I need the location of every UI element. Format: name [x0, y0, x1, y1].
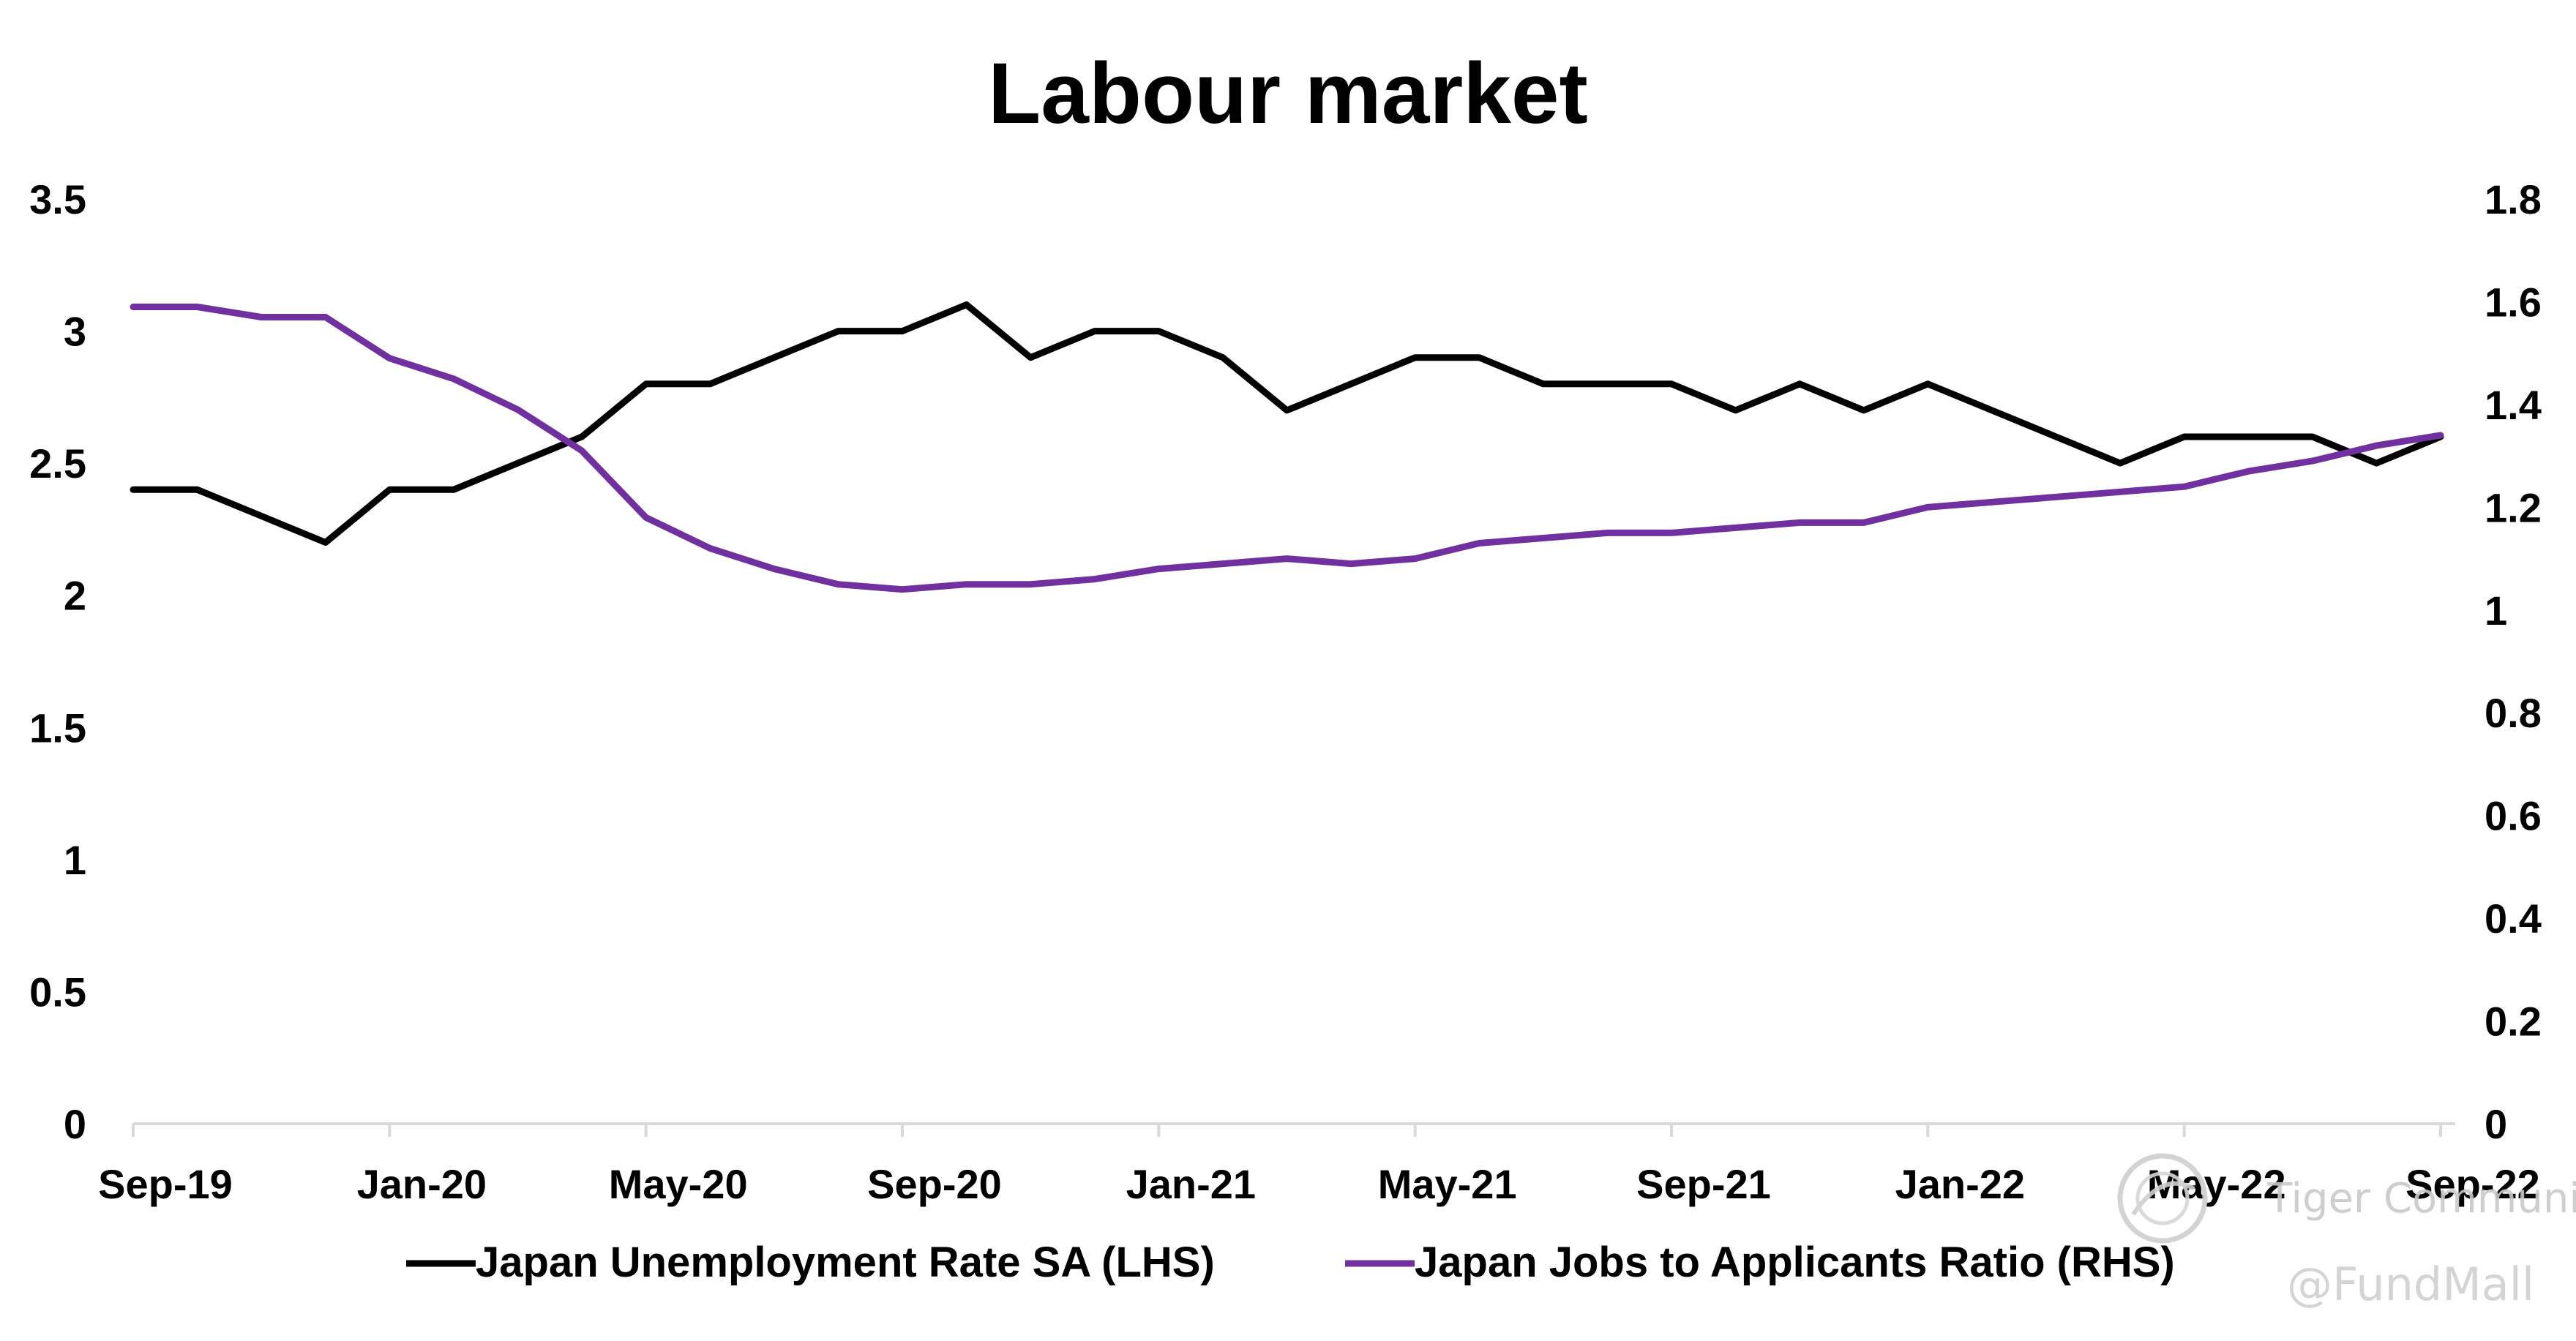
x-tick-label: Sep-21 [1636, 1161, 1771, 1207]
legend-label: Japan Unemployment Rate SA (LHS) [476, 1239, 1215, 1286]
x-tick-label: Jan-20 [357, 1161, 487, 1207]
x-tick-label: Sep-22 [2405, 1161, 2540, 1207]
y-right-tick-label: 1.8 [2485, 176, 2542, 222]
series-line-jobs-to-applicants [130, 304, 2444, 593]
x-tick-label: Sep-19 [98, 1161, 233, 1207]
x-tick-label: Jan-22 [1895, 1161, 2025, 1207]
watermark: Tiger Community @FundMall [2117, 1153, 2576, 1311]
series-line-unemployment-rate [130, 301, 2444, 546]
x-tick-label: Jan-21 [1126, 1161, 1256, 1207]
y-right-tick-label: 0 [2485, 1101, 2507, 1147]
tiger-logo-icon [2117, 1153, 2208, 1244]
legend: Japan Unemployment Rate SA (LHS) Japan Jo… [406, 1239, 2175, 1286]
watermark-handle: @FundMall [2287, 1258, 2534, 1311]
y-left-tick-label: 2.5 [29, 440, 86, 487]
watermark-brand: Tiger Community [2266, 1175, 2576, 1222]
x-tick-label: May-21 [1378, 1161, 1517, 1207]
y-right-tick-label: 0.4 [2485, 895, 2542, 942]
y-left-tick-label: 0 [64, 1101, 86, 1147]
y-right-tick-label: 0.8 [2485, 690, 2542, 736]
y-right-tick-label: 1.4 [2485, 382, 2542, 428]
y-right-tick-label: 1.2 [2485, 484, 2542, 530]
x-tick-label: May-20 [609, 1161, 748, 1207]
y-right-tick-label: 0.6 [2485, 793, 2542, 839]
y-right-tick-label: 1 [2485, 587, 2507, 634]
y-right-tick-label: 0.2 [2485, 999, 2542, 1045]
x-axis: Sep-19 Jan-20 May-20 Sep-20 Jan-21 May-21 Sep-… [98, 1122, 2540, 1207]
y-left-tick-label: 0.5 [29, 969, 86, 1015]
x-tick-label: Sep-20 [867, 1161, 1002, 1207]
y-left-tick-label: 2 [64, 573, 86, 619]
series-layer [130, 301, 2444, 593]
y-axis-right: 0 0.2 0.4 0.6 0.8 1 1.2 1.4 1.6 1.8 [2485, 176, 2542, 1147]
y-axis-left: 0 0.5 1 1.5 2 2.5 3 3.5 [29, 176, 86, 1147]
y-left-tick-label: 3 [64, 309, 86, 355]
legend-label: Japan Jobs to Applicants Ratio (RHS) [1415, 1239, 2175, 1286]
y-right-tick-label: 1.6 [2485, 279, 2542, 325]
y-left-tick-label: 1 [64, 837, 86, 883]
y-left-tick-label: 1.5 [29, 705, 86, 751]
chart-title: Labour market [988, 45, 1588, 142]
y-left-tick-label: 3.5 [29, 176, 86, 222]
